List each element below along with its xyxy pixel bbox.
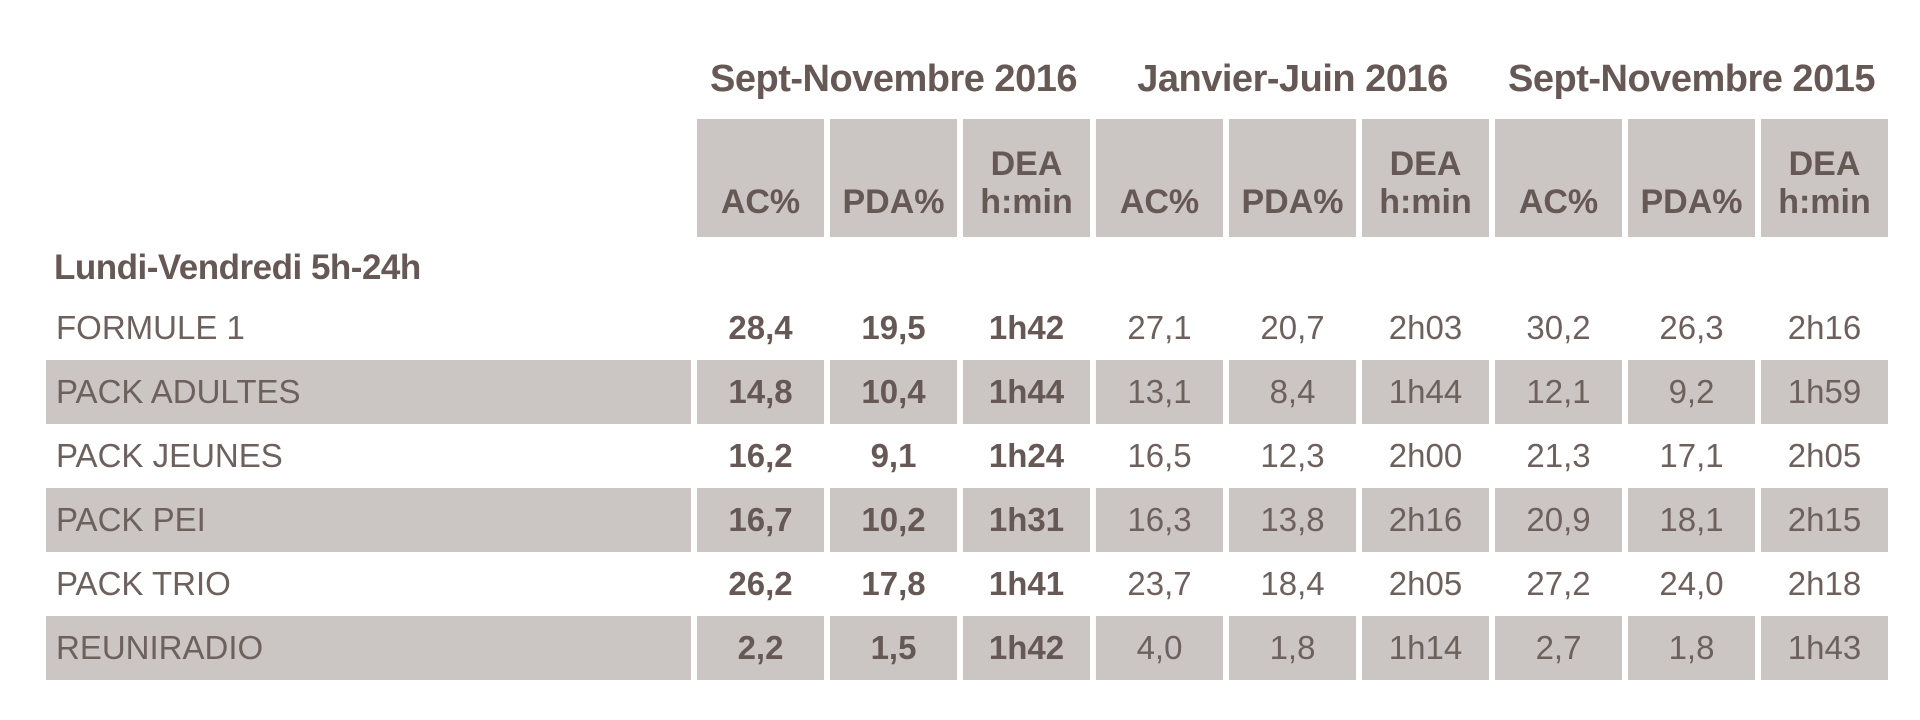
column-header-ac: AC% (1096, 119, 1223, 237)
data-cell: 28,4 (728, 309, 793, 346)
data-cell: 16,3 (1096, 488, 1223, 552)
data-cell: 18,4 (1260, 565, 1325, 602)
data-cell: 27,2 (1526, 565, 1591, 602)
data-cell: 21,3 (1526, 437, 1591, 474)
data-cell: 14,8 (697, 360, 824, 424)
data-cell: 12,3 (1260, 437, 1325, 474)
data-cell: 16,2 (728, 437, 793, 474)
data-cell: 13,8 (1229, 488, 1356, 552)
data-cell: 26,3 (1659, 309, 1724, 346)
column-header-ac: AC% (697, 119, 824, 237)
data-cell: 1h44 (963, 360, 1090, 424)
data-cell: 1h43 (1761, 616, 1888, 680)
data-cell: 1h59 (1761, 360, 1888, 424)
data-cell: 2h16 (1362, 488, 1489, 552)
data-cell: 1h24 (988, 437, 1065, 474)
data-cell: 19,5 (861, 309, 926, 346)
data-cell: 1,8 (1628, 616, 1755, 680)
data-cell: 10,4 (830, 360, 957, 424)
data-cell: 1h42 (988, 309, 1065, 346)
row-label: FORMULE 1 (56, 309, 245, 346)
data-cell: 2h05 (1388, 565, 1463, 602)
data-cell: 2h16 (1787, 309, 1862, 346)
data-cell: 9,1 (870, 437, 917, 474)
column-header-pda: PDA% (830, 119, 957, 237)
data-cell: 8,4 (1229, 360, 1356, 424)
row-label: PACK TRIO (56, 565, 231, 602)
period-header-sept-nov-2015: Sept-Novembre 2015 (1508, 58, 1875, 100)
data-cell: 1h41 (988, 565, 1065, 602)
column-header-pda: PDA% (1229, 119, 1356, 237)
column-header-dea: DEA h:min (963, 119, 1090, 237)
data-cell: 2h05 (1787, 437, 1862, 474)
table-grid: Sept-Novembre 2016 Janvier-Juin 2016 Sep… (46, 40, 1888, 680)
data-cell: 1h14 (1362, 616, 1489, 680)
data-cell: 2,7 (1495, 616, 1622, 680)
data-cell: 1h42 (963, 616, 1090, 680)
row-label: PACK JEUNES (56, 437, 283, 474)
data-cell: 1,5 (830, 616, 957, 680)
row-label: REUNIRADIO (46, 616, 691, 680)
column-header-dea: DEA h:min (1362, 119, 1489, 237)
column-header-ac: AC% (1495, 119, 1622, 237)
row-label: PACK PEI (46, 488, 691, 552)
data-cell: 16,5 (1127, 437, 1192, 474)
data-cell: 2,2 (697, 616, 824, 680)
section-header: Lundi-Vendredi 5h-24h (54, 248, 421, 287)
data-cell: 4,0 (1096, 616, 1223, 680)
column-header-pda: PDA% (1628, 119, 1755, 237)
data-cell: 13,1 (1096, 360, 1223, 424)
data-cell: 10,2 (830, 488, 957, 552)
data-cell: 18,1 (1628, 488, 1755, 552)
data-cell: 1h44 (1362, 360, 1489, 424)
period-header-jan-juin-2016: Janvier-Juin 2016 (1137, 58, 1448, 100)
data-cell: 20,9 (1495, 488, 1622, 552)
data-cell: 26,2 (728, 565, 793, 602)
data-cell: 1,8 (1229, 616, 1356, 680)
data-cell: 23,7 (1127, 565, 1192, 602)
data-cell: 1h31 (963, 488, 1090, 552)
data-cell: 2h00 (1388, 437, 1463, 474)
period-header-sept-nov-2016: Sept-Novembre 2016 (710, 58, 1077, 100)
data-cell: 24,0 (1659, 565, 1724, 602)
data-cell: 17,1 (1659, 437, 1724, 474)
data-cell: 9,2 (1628, 360, 1755, 424)
row-label: PACK ADULTES (46, 360, 691, 424)
column-header-dea: DEA h:min (1761, 119, 1888, 237)
data-cell: 20,7 (1260, 309, 1325, 346)
data-cell: 12,1 (1495, 360, 1622, 424)
data-cell: 2h03 (1388, 309, 1463, 346)
data-cell: 30,2 (1526, 309, 1591, 346)
data-cell: 17,8 (861, 565, 926, 602)
data-cell: 2h15 (1761, 488, 1888, 552)
data-cell: 2h18 (1787, 565, 1862, 602)
data-cell: 16,7 (697, 488, 824, 552)
data-cell: 27,1 (1127, 309, 1192, 346)
